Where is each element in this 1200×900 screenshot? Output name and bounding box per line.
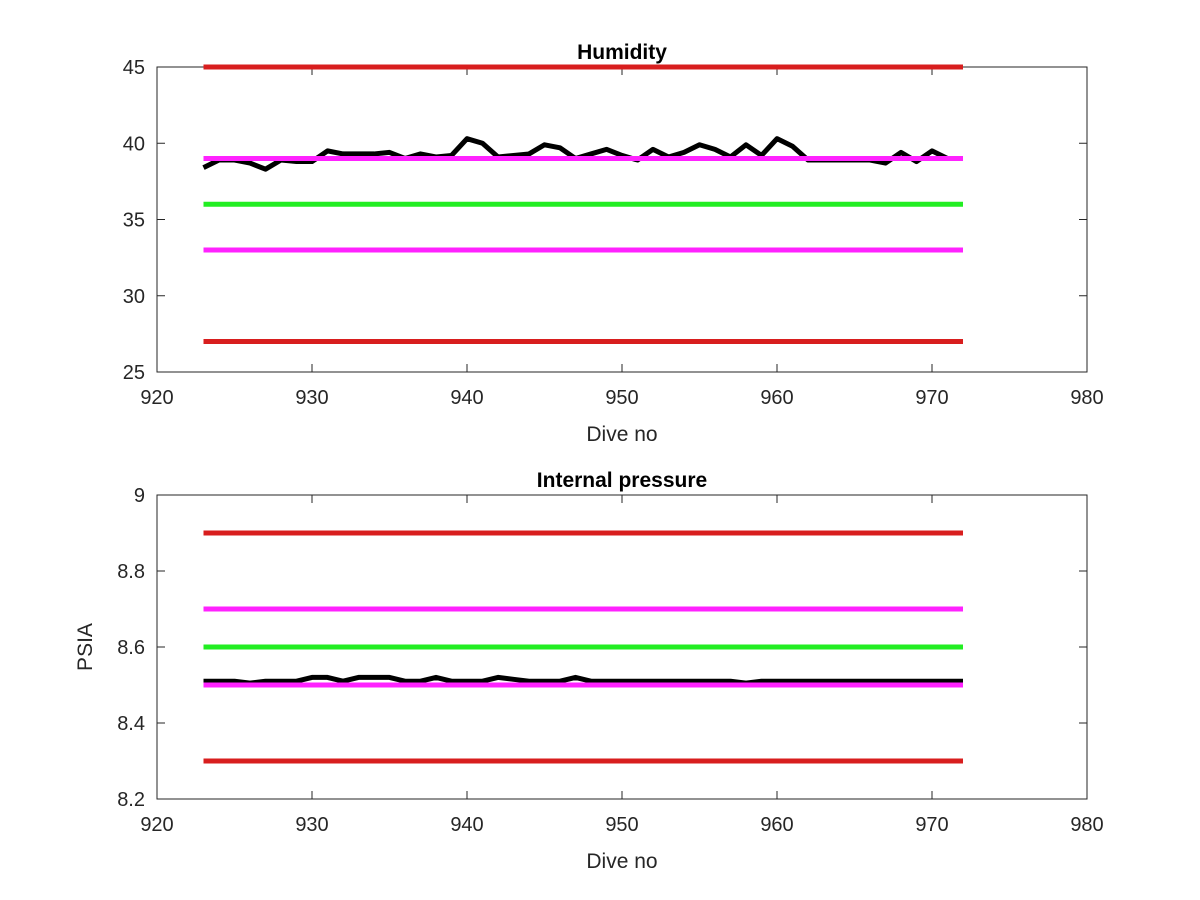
y-tick-label: 8.6 [117, 637, 145, 659]
y-tick-label: 45 [123, 57, 145, 79]
humidity-plot: 920 930 940 950 960 970 980 25 30 35 40 45 Humidity D… [123, 41, 1104, 446]
y-tick-label: 8.4 [117, 713, 145, 735]
x-tick-label: 930 [295, 387, 328, 409]
y-axis-label: PSIA [74, 623, 97, 671]
x-tick-label: 980 [1070, 814, 1103, 836]
x-tick-label: 940 [450, 814, 483, 836]
x-axis-label: Dive no [586, 423, 657, 446]
x-tick-label: 970 [915, 387, 948, 409]
x-tick-label: 930 [295, 814, 328, 836]
y-tick-label: 9 [134, 485, 145, 507]
x-tick-label: 970 [915, 814, 948, 836]
x-axis-label: Dive no [586, 850, 657, 873]
y-tick-label: 40 [123, 133, 145, 155]
y-tick-label: 8.8 [117, 561, 145, 583]
x-tick-label: 960 [760, 387, 793, 409]
x-tick-label: 920 [140, 387, 173, 409]
y-tick-label: 30 [123, 286, 145, 308]
y-tick-label: 8.2 [117, 789, 145, 811]
y-tick-label: 25 [123, 362, 145, 384]
series-line-4 [203, 674, 963, 686]
axes-box [156, 66, 1088, 373]
x-tick-label: 960 [760, 814, 793, 836]
x-tick-label: 950 [605, 814, 638, 836]
chart-title: Internal pressure [537, 469, 707, 492]
chart-title: Humidity [577, 41, 667, 64]
internal-pressure-plot: 920 930 940 950 960 970 980 8.2 8.4 8.6 8.8 9 Intern… [74, 469, 1104, 873]
y-tick-label: 35 [123, 210, 145, 232]
x-tick-label: 940 [450, 387, 483, 409]
x-tick-label: 980 [1070, 387, 1103, 409]
x-tick-label: 920 [140, 814, 173, 836]
x-tick-label: 950 [605, 387, 638, 409]
